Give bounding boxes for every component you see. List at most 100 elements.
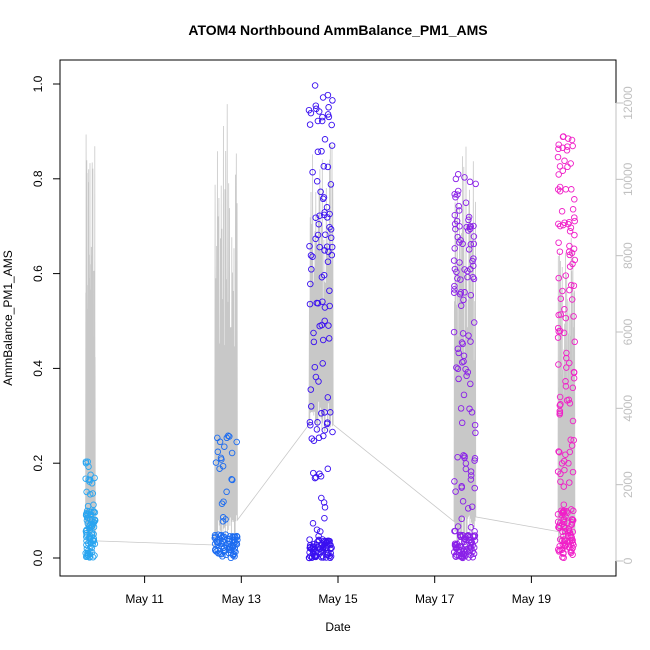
data-point	[305, 106, 313, 114]
data-point	[327, 549, 334, 557]
data-point	[568, 547, 575, 554]
data-point	[461, 266, 468, 273]
data-point	[451, 190, 458, 198]
data-point	[313, 526, 321, 533]
data-point	[460, 391, 468, 399]
data-point	[562, 186, 570, 193]
data-point	[470, 255, 477, 262]
data-point	[458, 419, 466, 427]
data-point	[320, 544, 327, 551]
data-point	[571, 231, 578, 239]
y-tick-label: 0.6	[31, 265, 45, 282]
secondary-line-layer	[85, 104, 576, 550]
data-point	[566, 448, 574, 456]
data-point	[560, 522, 568, 530]
data-point	[86, 534, 94, 542]
data-point	[460, 452, 467, 459]
data-point	[461, 289, 468, 296]
data-point	[555, 361, 562, 368]
data-point	[306, 121, 314, 128]
data-point	[229, 536, 236, 544]
data-point	[88, 480, 96, 487]
data-point	[312, 214, 319, 221]
y2-tick-label: 10000	[621, 162, 635, 196]
data-point	[470, 550, 478, 557]
data-point	[459, 240, 466, 248]
data-point	[569, 142, 576, 150]
data-point	[560, 518, 568, 526]
data-point	[317, 528, 324, 535]
data-point	[560, 483, 568, 490]
data-point	[559, 167, 567, 174]
data-point	[555, 522, 563, 529]
data-point	[556, 402, 564, 409]
data-point	[458, 484, 465, 491]
data-point	[314, 231, 322, 239]
data-point	[454, 523, 462, 530]
x-axis: May 11 May 13 May 15 May 17 May 19	[125, 575, 551, 606]
data-point	[89, 540, 96, 548]
data-point	[458, 359, 466, 366]
data-point	[457, 236, 464, 244]
data-point	[568, 136, 576, 144]
data-point	[228, 476, 235, 483]
data-point	[319, 336, 327, 344]
data-point	[455, 349, 462, 357]
data-point	[467, 524, 475, 531]
data-point	[470, 233, 478, 240]
data-point	[326, 537, 333, 545]
data-point	[559, 287, 566, 295]
y-tick-label: 0.4	[31, 360, 45, 377]
data-point	[214, 541, 221, 548]
data-point	[455, 375, 462, 383]
data-point	[456, 542, 464, 550]
data-point	[557, 222, 564, 230]
data-point	[323, 204, 331, 211]
data-point	[318, 117, 326, 125]
data-point	[87, 539, 95, 547]
data-point	[91, 540, 99, 548]
data-point	[462, 199, 470, 206]
data-point	[215, 531, 222, 538]
data-point	[463, 372, 470, 380]
data-point	[315, 532, 322, 540]
data-point	[312, 552, 319, 559]
data-point	[557, 478, 564, 485]
data-point	[327, 409, 334, 416]
data-point	[324, 163, 332, 171]
y2-tick-label: 0	[621, 557, 635, 564]
data-point	[455, 207, 463, 214]
data-point	[570, 368, 578, 376]
data-point	[215, 550, 222, 557]
y-tick-label: 0.8	[31, 170, 45, 187]
data-point	[224, 432, 232, 440]
data-point	[560, 549, 567, 557]
data-point	[310, 338, 318, 346]
data-point	[457, 405, 465, 412]
data-point	[471, 528, 478, 535]
points-layer	[82, 82, 579, 562]
data-point	[556, 183, 564, 191]
data-point	[313, 426, 321, 433]
data-point	[570, 282, 578, 289]
data-point	[570, 313, 577, 320]
data-point	[320, 194, 328, 201]
data-point	[216, 465, 223, 472]
data-point	[319, 360, 326, 367]
data-point	[326, 223, 333, 231]
data-point	[451, 220, 459, 228]
chart-title: ATOM4 Northbound AmmBalance_PM1_AMS	[188, 22, 487, 38]
data-point	[562, 314, 570, 322]
data-point	[567, 436, 574, 444]
data-point	[568, 186, 575, 193]
data-point	[451, 527, 458, 535]
data-point	[212, 548, 220, 555]
data-point	[456, 290, 464, 298]
data-point	[320, 432, 327, 440]
data-point	[90, 530, 97, 538]
data-point	[465, 332, 472, 339]
data-point	[327, 553, 335, 560]
data-point	[561, 306, 568, 313]
data-point	[329, 97, 336, 104]
data-point	[464, 368, 472, 376]
